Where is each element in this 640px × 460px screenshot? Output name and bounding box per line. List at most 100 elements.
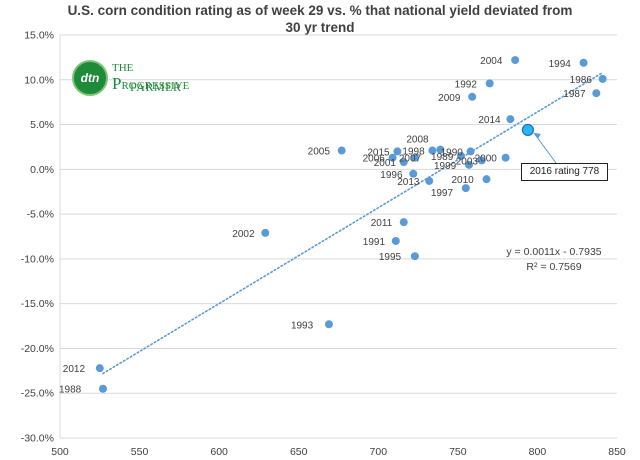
- x-tick-label: 550: [131, 446, 149, 458]
- point-label: 1992: [455, 79, 478, 90]
- chart-title: U.S. corn condition rating as of week 29…: [20, 2, 620, 36]
- point-label: 2002: [232, 229, 255, 240]
- point-label: 2011: [371, 218, 393, 229]
- point-label: 1997: [431, 188, 454, 199]
- data-point: [324, 320, 333, 329]
- point-label: 2005: [308, 147, 331, 158]
- point-label: 2008: [406, 135, 429, 146]
- point-label: 1986: [570, 75, 593, 86]
- point-label: 2001: [374, 158, 397, 169]
- point-label: 2006: [363, 154, 386, 165]
- y-tick-label: 5.0%: [30, 119, 54, 131]
- y-tick-label: 15.0%: [24, 30, 54, 42]
- trendline: [102, 71, 604, 375]
- data-point: [485, 79, 494, 88]
- data-point: [457, 151, 466, 160]
- data-point: [425, 176, 434, 185]
- data-point: [410, 252, 419, 261]
- data-point: [337, 146, 346, 155]
- logo-line1-big: P: [112, 74, 122, 93]
- y-tick-label: 10.0%: [24, 74, 54, 86]
- data-point: [598, 74, 607, 83]
- data-point: [409, 169, 418, 178]
- y-tick-label: -30.0%: [21, 433, 54, 445]
- logo-line2: FARMER: [130, 80, 182, 94]
- y-axis-ticks: 15.0% 10.0% 5.0% 0.0% -5.0% -10.0% -15.0% -20.0…: [21, 30, 54, 445]
- y-tick-label: -15.0%: [21, 298, 54, 310]
- data-point: [592, 89, 601, 98]
- point-label: 1991: [363, 237, 386, 248]
- point-label: 1998: [402, 147, 425, 158]
- point-label: 2000: [475, 154, 498, 165]
- data-point: [464, 160, 473, 169]
- data-point: [477, 156, 486, 165]
- point-label: 2013: [397, 177, 420, 188]
- point-label: 2014: [478, 115, 501, 126]
- data-point: [461, 184, 470, 193]
- y-tick-label: -25.0%: [21, 388, 54, 400]
- dtn-progressive-farmer-logo: dtn THE PROGRESSIVE FARMER: [72, 60, 196, 98]
- data-point: [436, 145, 445, 154]
- point-label: 2009: [438, 93, 461, 104]
- x-tick-label: 650: [290, 446, 308, 458]
- logo-line1-tail: ROGRESSIVE: [121, 80, 190, 92]
- data-point: [388, 153, 397, 162]
- highlight-callout: 2016 rating 778: [521, 163, 608, 181]
- data-points: [95, 56, 607, 393]
- data-point: [506, 115, 515, 124]
- data-point: [95, 364, 104, 373]
- logo-line1-rest: HE: [118, 62, 134, 74]
- trend-r-squared: R² = 0.7569: [526, 261, 582, 273]
- data-point: [261, 228, 270, 237]
- point-label: 1999: [434, 161, 457, 172]
- y-tick-label: -20.0%: [21, 343, 54, 355]
- x-tick-label: 750: [449, 446, 467, 458]
- data-point: [468, 92, 477, 101]
- chart-title-line2: 30 yr trend: [285, 20, 355, 35]
- highlight-point: [521, 123, 534, 137]
- point-label: 1995: [379, 252, 402, 263]
- logo-line1-initial: T: [112, 62, 119, 74]
- x-axis-ticks: 500 550 600 650 700 750 800 850: [51, 446, 626, 458]
- x-tick-label: 700: [370, 446, 388, 458]
- data-point: [399, 218, 408, 227]
- data-point: [399, 158, 408, 167]
- highlight-group: [521, 123, 557, 164]
- data-point: [391, 236, 400, 245]
- point-label: 1996: [380, 170, 403, 181]
- trendline-path: [102, 71, 604, 375]
- data-point: [393, 147, 402, 156]
- point-label: 2012: [63, 364, 86, 375]
- point-label: 1994: [549, 59, 572, 70]
- x-tick-label: 800: [529, 446, 547, 458]
- point-label: 1990: [441, 147, 464, 158]
- point-label: 2010: [452, 175, 475, 186]
- data-point: [428, 146, 437, 155]
- y-tick-label: -5.0%: [27, 209, 54, 221]
- point-label: 1988: [59, 385, 82, 396]
- x-tick-label: 500: [51, 446, 69, 458]
- point-label: 2015: [367, 147, 390, 158]
- x-tick-label: 600: [210, 446, 228, 458]
- x-tick-label: 850: [608, 446, 626, 458]
- callout-arrowhead: [533, 132, 541, 139]
- point-label: 2003: [456, 156, 479, 167]
- dtn-logo-text: dtn: [80, 71, 100, 85]
- chart-title-line1: U.S. corn condition rating as of week 29…: [67, 3, 573, 18]
- y-tick-label: 0.0%: [30, 164, 54, 176]
- data-point: [482, 175, 491, 184]
- dtn-logo-icon: dtn: [72, 60, 108, 96]
- data-point: [410, 153, 419, 162]
- data-point: [501, 153, 510, 162]
- point-label: 2004: [480, 56, 503, 67]
- data-point: [98, 384, 107, 393]
- data-point: [579, 58, 588, 67]
- y-tick-label: -10.0%: [21, 253, 54, 265]
- data-point: [466, 147, 475, 156]
- point-label: 2007: [399, 154, 422, 165]
- data-point: [511, 56, 520, 65]
- point-label: 1987: [563, 89, 586, 100]
- gridlines: [59, 34, 617, 439]
